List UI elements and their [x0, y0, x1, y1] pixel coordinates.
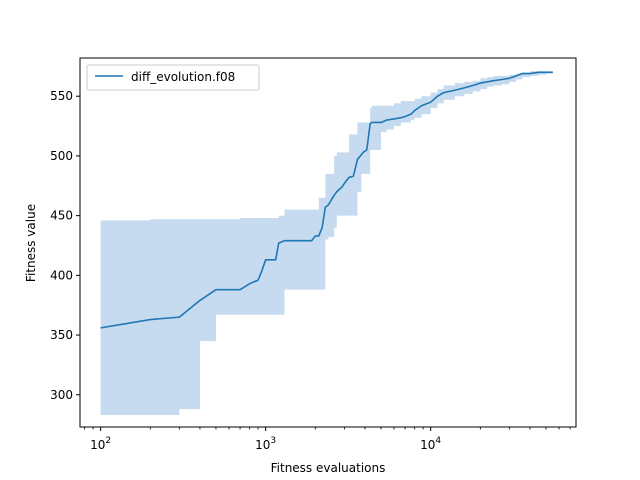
y-tick-label: 450 — [50, 209, 73, 223]
y-axis-label: Fitness value — [24, 204, 38, 282]
series-0-range-band — [100, 71, 553, 416]
x-tick-label: 103 — [255, 436, 276, 452]
y-axis: 300 350 400 450 500 550 — [50, 89, 80, 402]
y-tick-label: 400 — [50, 268, 73, 282]
plot-area — [100, 71, 553, 416]
series-0-line — [100, 71, 553, 329]
legend: diff_evolution.f08 — [86, 64, 260, 91]
legend-label: diff_evolution.f08 — [131, 70, 235, 84]
x-axis-label: Fitness evaluations — [271, 461, 386, 475]
y-tick-label: 300 — [50, 388, 73, 402]
y-tick-label: 350 — [50, 328, 73, 342]
axes-frame — [79, 57, 577, 428]
y-tick-label: 500 — [50, 149, 73, 163]
x-tick-label: 104 — [420, 436, 441, 452]
y-tick-label: 550 — [50, 89, 73, 103]
x-axis: 102 103 104 — [84, 427, 571, 452]
x-tick-label: 102 — [90, 436, 111, 452]
legend-box — [86, 64, 260, 91]
